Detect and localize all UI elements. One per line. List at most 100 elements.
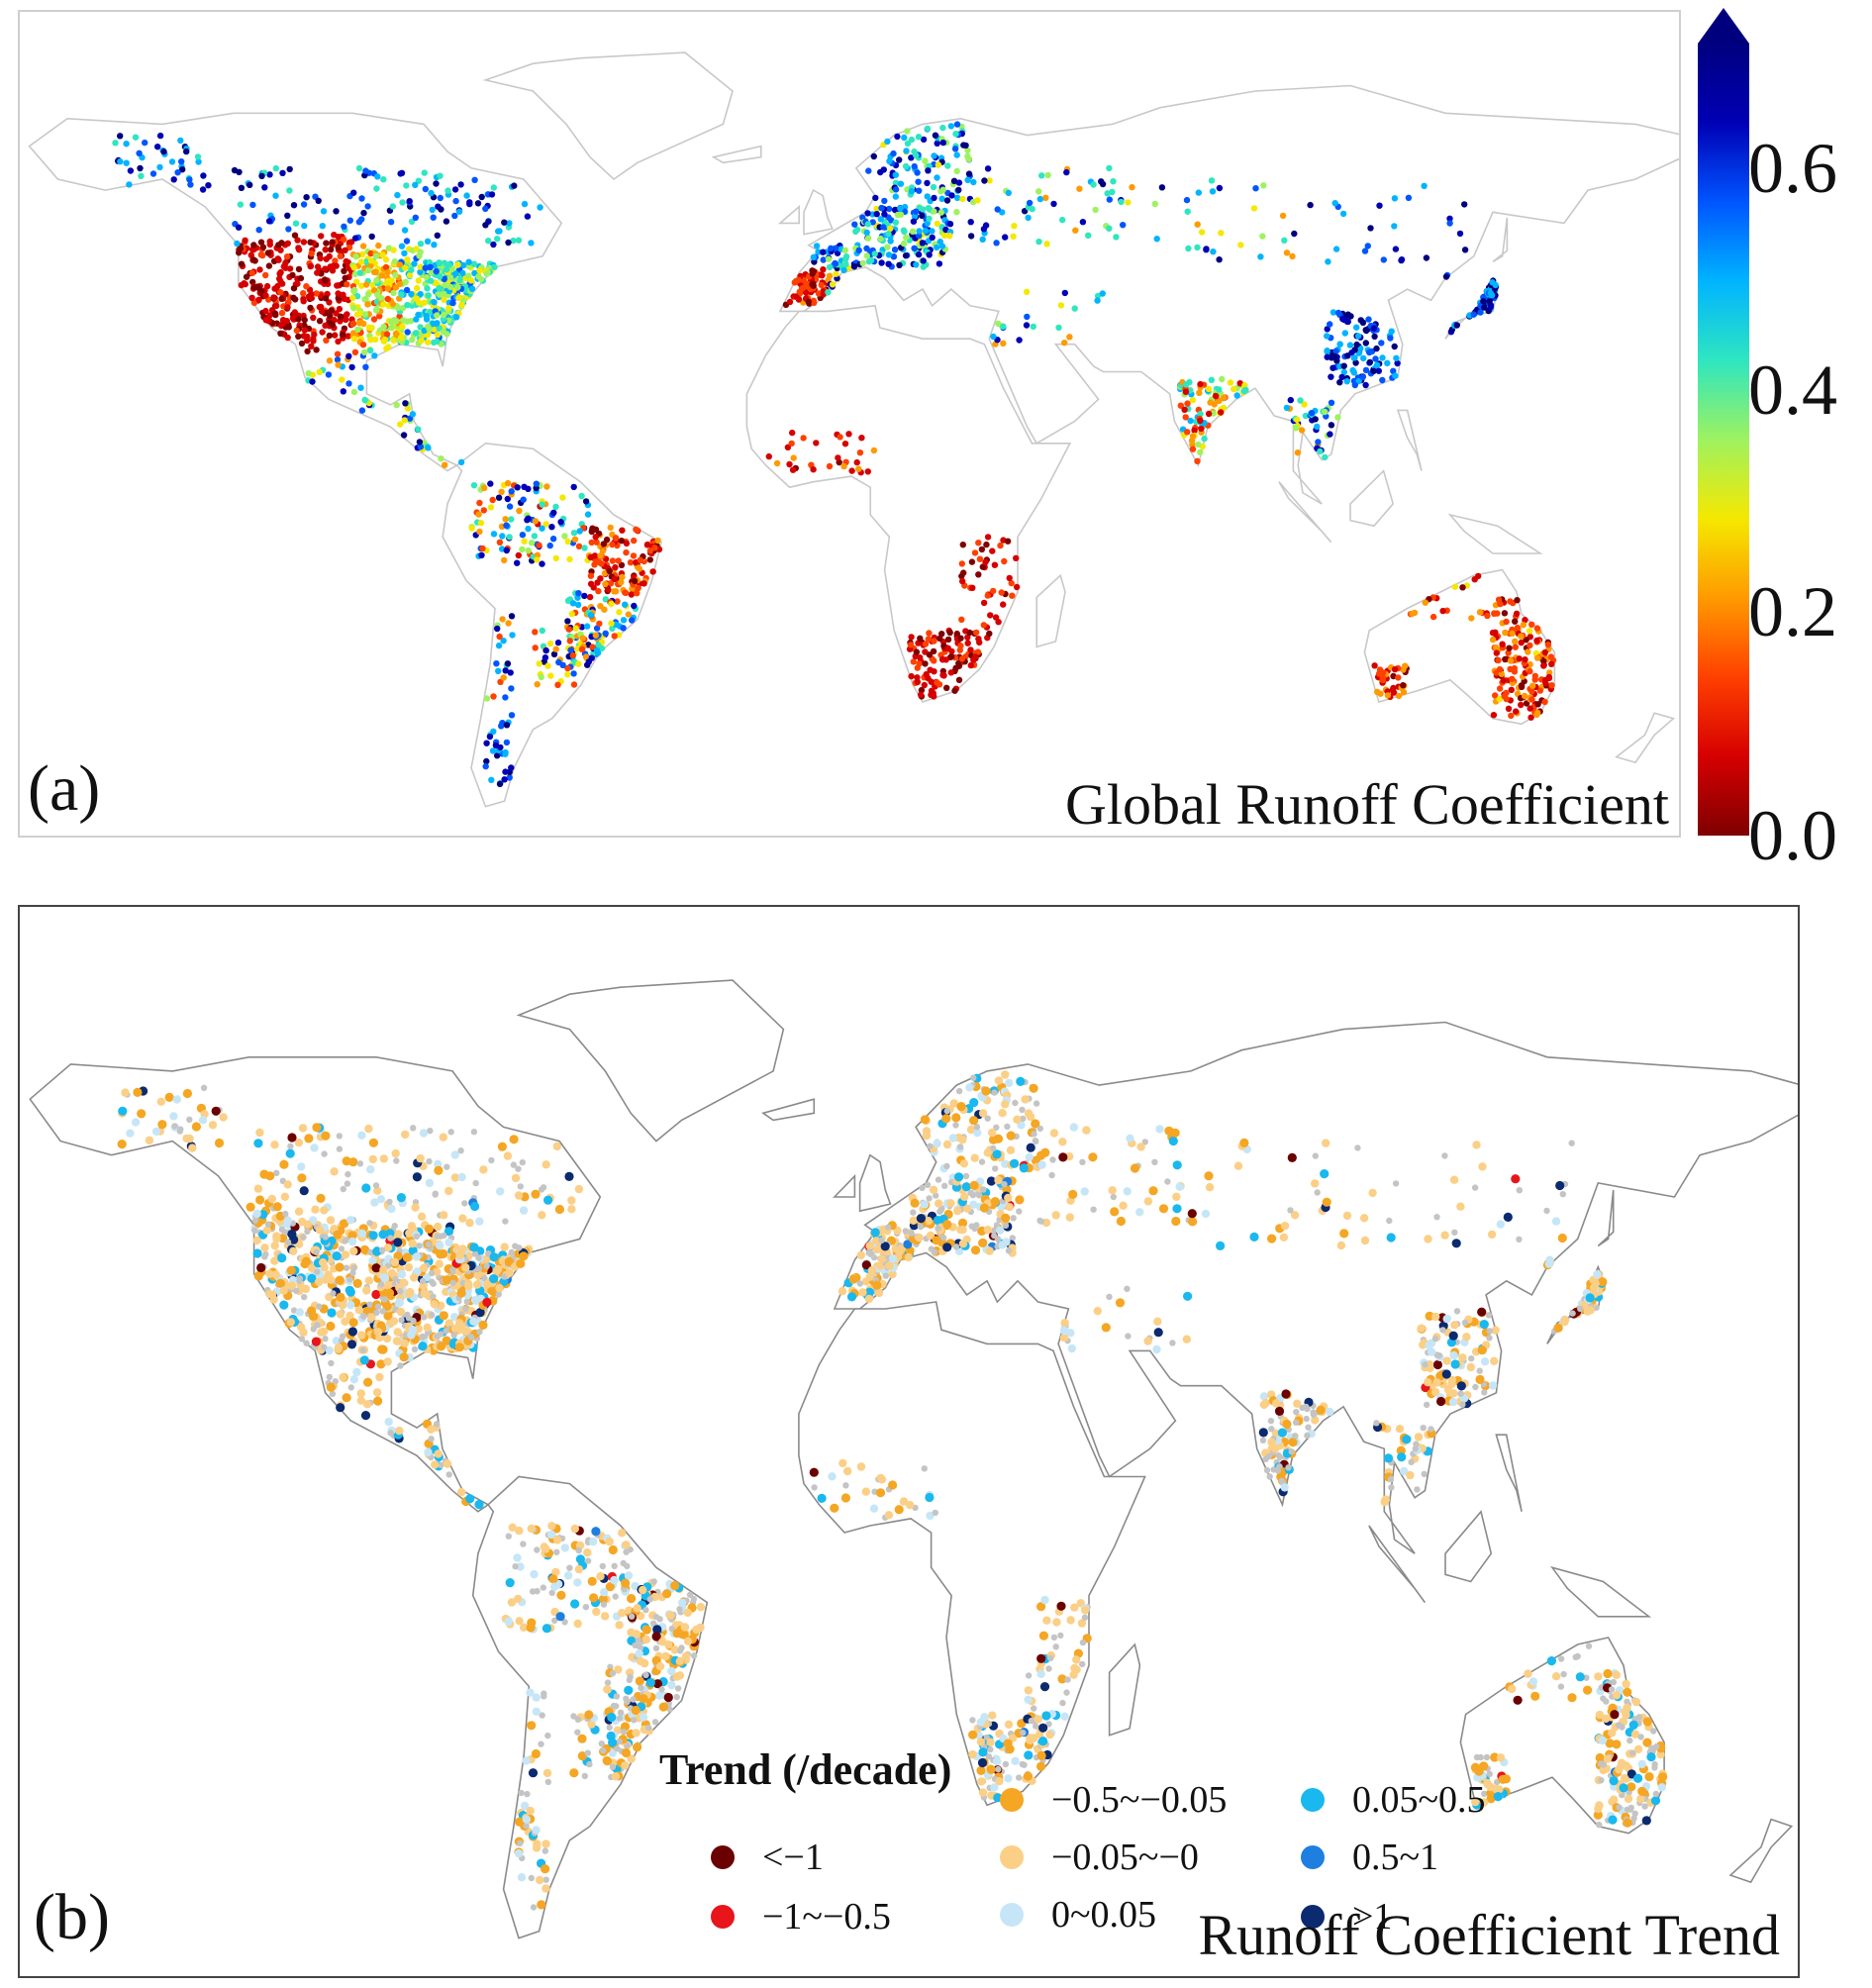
- station-point: [842, 253, 850, 260]
- station-point: [262, 292, 269, 299]
- station-point: [1015, 1195, 1025, 1205]
- station-point: [499, 1277, 509, 1287]
- station-point: [1390, 672, 1397, 680]
- station-point: [352, 1367, 361, 1377]
- panel-a-title: Global Runoff Coefficient: [1065, 772, 1669, 837]
- station-point: [678, 1644, 685, 1651]
- station-point: [541, 1864, 550, 1874]
- station-point: [922, 157, 929, 164]
- station-point: [1036, 1217, 1043, 1225]
- station-point: [990, 333, 997, 341]
- station-point: [597, 552, 604, 559]
- station-point: [553, 1548, 560, 1555]
- station-point: [498, 488, 505, 495]
- station-point: [473, 1280, 482, 1289]
- station-point: [552, 1142, 561, 1151]
- station-point: [989, 547, 996, 554]
- station-point: [670, 1645, 679, 1654]
- station-point: [1035, 238, 1042, 246]
- station-point: [993, 1134, 1004, 1143]
- station-point: [1279, 1233, 1289, 1242]
- station-point: [318, 308, 326, 315]
- station-point: [601, 569, 609, 577]
- station-point: [885, 1224, 892, 1231]
- station-point: [565, 626, 572, 633]
- station-point: [550, 650, 558, 657]
- station-point: [530, 1904, 538, 1911]
- station-point: [826, 263, 834, 271]
- station-point: [1440, 1231, 1449, 1240]
- station-point: [345, 380, 352, 387]
- station-point: [952, 1122, 959, 1129]
- station-point: [298, 1336, 306, 1342]
- landmass-outline: [1550, 1565, 1652, 1618]
- station-point: [1182, 414, 1189, 421]
- station-point: [298, 340, 306, 348]
- station-point: [587, 572, 595, 579]
- station-point: [1106, 196, 1114, 203]
- station-point: [1110, 1207, 1120, 1217]
- station-point: [250, 256, 257, 263]
- station-point: [990, 1197, 1000, 1207]
- station-point: [952, 131, 959, 138]
- station-point: [890, 149, 897, 157]
- station-point: [286, 1265, 296, 1275]
- station-point: [1346, 342, 1354, 348]
- station-point: [1029, 1734, 1037, 1743]
- station-point: [294, 1207, 304, 1216]
- station-point: [392, 1337, 402, 1345]
- station-point: [810, 253, 817, 260]
- station-point: [1487, 1230, 1497, 1240]
- station-point: [179, 166, 186, 173]
- station-point: [1501, 610, 1509, 617]
- station-point: [411, 1203, 420, 1212]
- station-point: [347, 1231, 357, 1241]
- station-point: [810, 466, 817, 473]
- station-point: [421, 169, 428, 176]
- station-point: [1533, 637, 1540, 645]
- station-point: [934, 220, 940, 228]
- station-point: [584, 511, 592, 518]
- station-point: [298, 1217, 307, 1227]
- station-point: [1392, 372, 1399, 379]
- station-point: [1496, 665, 1504, 673]
- station-point: [931, 668, 937, 675]
- station-point: [1056, 1601, 1066, 1611]
- station-point: [998, 1241, 1007, 1249]
- station-point: [965, 170, 973, 177]
- station-point: [1063, 168, 1070, 176]
- station-point: [609, 625, 616, 632]
- station-point: [487, 504, 495, 511]
- station-point: [487, 480, 494, 487]
- station-point: [371, 352, 378, 359]
- station-point: [262, 1226, 271, 1235]
- station-point: [645, 1724, 652, 1732]
- station-point: [983, 541, 990, 548]
- station-point: [266, 171, 273, 178]
- station-point: [395, 1426, 404, 1436]
- station-point: [575, 543, 583, 549]
- station-point: [1380, 669, 1387, 676]
- station-point: [336, 1292, 345, 1302]
- station-point: [272, 164, 279, 172]
- station-point: [1036, 1653, 1046, 1663]
- station-point: [260, 1243, 269, 1252]
- station-point: [1486, 298, 1493, 305]
- station-point: [353, 278, 360, 285]
- station-point: [605, 586, 612, 593]
- station-point: [284, 240, 291, 247]
- station-point: [887, 238, 894, 245]
- station-point: [566, 555, 573, 563]
- station-point: [922, 1127, 932, 1136]
- station-points: [117, 1070, 1668, 1911]
- station-point: [252, 1248, 262, 1258]
- station-point: [614, 1745, 621, 1752]
- station-point: [450, 1150, 459, 1159]
- station-point: [690, 1595, 698, 1603]
- station-point: [429, 1269, 436, 1277]
- station-point: [508, 1248, 515, 1256]
- station-point: [483, 1262, 490, 1270]
- station-point: [237, 245, 245, 252]
- station-point: [594, 579, 601, 586]
- station-point: [441, 296, 447, 303]
